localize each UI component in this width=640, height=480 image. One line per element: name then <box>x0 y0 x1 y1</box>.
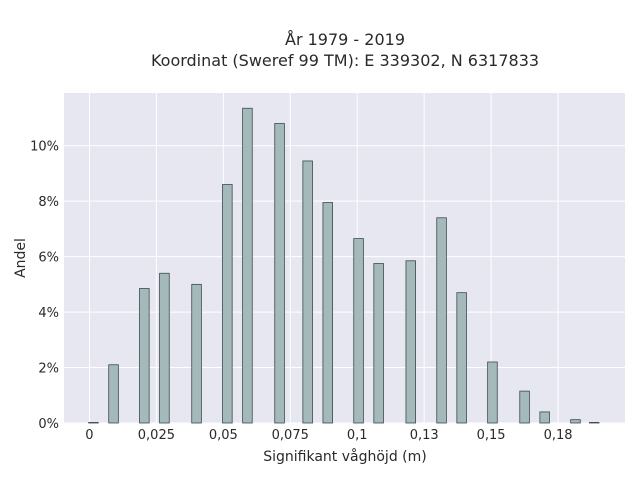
histogram-bar <box>519 390 530 424</box>
x-tick-label: 0 <box>85 428 93 443</box>
histogram-bar <box>436 217 447 424</box>
histogram-bar <box>139 288 150 424</box>
histogram-bar <box>588 422 600 424</box>
histogram-bar <box>191 283 202 424</box>
histogram-bar <box>159 272 170 424</box>
histogram-bar <box>487 361 498 424</box>
x-tick-label: 0,13 <box>410 428 439 443</box>
histogram-bar <box>456 292 467 424</box>
y-axis-label: Andel <box>13 238 29 278</box>
x-axis-label: Signifikant våghöjd (m) <box>263 448 426 465</box>
x-tick-label: 0,18 <box>544 428 573 443</box>
x-tick-label: 0,025 <box>138 428 175 443</box>
x-axis-ticks: 0 0,025 0,05 0,075 0,1 0,13 0,15 0,18 <box>85 428 572 443</box>
histogram-bar <box>353 238 364 424</box>
y-tick-label: 0% <box>38 417 59 432</box>
x-tick-label: 0,15 <box>477 428 506 443</box>
chart-title: År 1979 - 2019 <box>285 30 405 49</box>
chart-subtitle: Koordinat (Sweref 99 TM): E 339302, N 63… <box>151 51 539 70</box>
y-tick-label: 8% <box>38 195 59 210</box>
x-tick-label: 0,075 <box>272 428 309 443</box>
y-tick-label: 4% <box>38 306 59 321</box>
histogram-bar <box>570 419 581 424</box>
y-tick-label: 10% <box>30 140 59 155</box>
histogram-bar <box>242 107 253 424</box>
histogram-bar <box>322 202 333 424</box>
y-tick-label: 2% <box>38 362 59 377</box>
bars <box>88 107 600 424</box>
x-tick-label: 0,1 <box>347 428 368 443</box>
histogram-bar <box>539 411 550 424</box>
histogram-bar <box>108 364 119 424</box>
y-axis-ticks: 0% 2% 4% 6% 8% 10% <box>30 140 59 432</box>
y-tick-label: 6% <box>38 251 59 266</box>
histogram-bar <box>274 123 285 424</box>
histogram-bar <box>405 260 416 424</box>
histogram-bar <box>302 160 313 424</box>
histogram-bar <box>373 263 384 424</box>
x-tick-label: 0,05 <box>209 428 238 443</box>
histogram-bar <box>222 184 233 424</box>
histogram-bar <box>88 422 99 424</box>
